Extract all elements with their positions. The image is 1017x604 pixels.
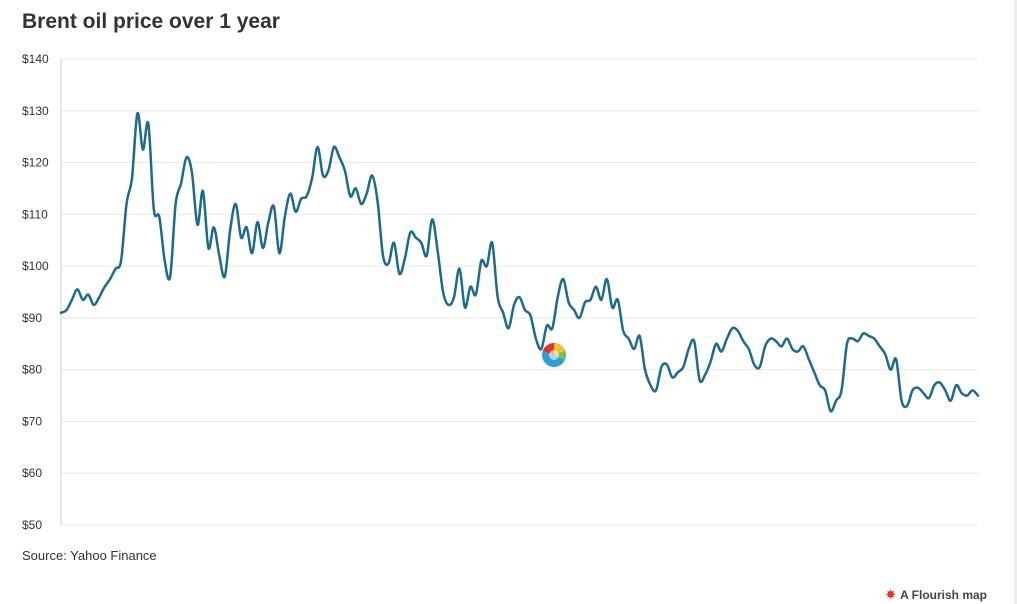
price-line — [59, 112, 980, 413]
flourish-logo-icon: ✸ — [885, 587, 897, 602]
y-tick-label: $70 — [22, 414, 42, 428]
flourish-credit-link[interactable]: ✸ A Flourish map — [885, 587, 987, 603]
y-tick-label: $110 — [22, 207, 48, 221]
y-tick-label: $80 — [22, 363, 42, 377]
y-tick-label: $130 — [22, 104, 49, 118]
loading-spinner-icon — [542, 343, 566, 367]
source-note: Source: Yahoo Finance — [22, 548, 157, 563]
y-tick-label: $60 — [22, 466, 42, 480]
y-tick-label: $90 — [22, 311, 42, 325]
gridlines — [61, 58, 978, 526]
frame-edge — [1014, 0, 1017, 604]
flourish-credit-text: A Flourish map — [900, 588, 987, 602]
chart-title: Brent oil price over 1 year — [22, 10, 280, 33]
series-layer — [59, 112, 980, 413]
y-tick-label: $100 — [22, 259, 49, 273]
y-tick-label: $120 — [22, 156, 49, 170]
line-chart: $140 $130 $120 $110 $100 $90 $80 $70 $60 $50 — [22, 52, 980, 532]
y-tick-label: $50 — [22, 518, 42, 532]
y-tick-label: $140 — [22, 52, 49, 66]
y-axis: $140 $130 $120 $110 $100 $90 $80 $70 $60 $50 — [22, 52, 62, 532]
